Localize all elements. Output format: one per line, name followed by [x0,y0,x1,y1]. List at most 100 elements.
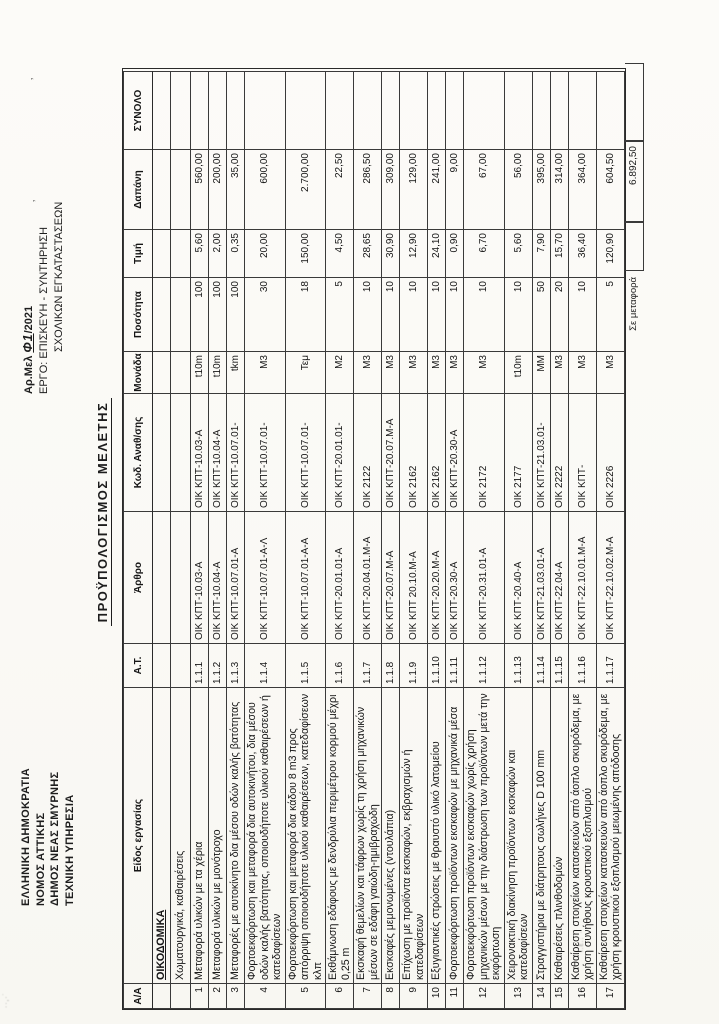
cell-posotita: 10 [427,277,446,352]
cell-timi: 5,60 [190,229,209,278]
cell-synolo [399,71,428,150]
cell-desc: Καθαίρεση στοιχείων κατασκευών από άοπλο… [596,687,624,984]
table-row: 7 Εκσκαφή θεμελίων και τάφρων χωρίς τη χ… [353,71,382,1009]
study-number-label: Αρ.Μελ [23,352,35,394]
section-title: ΟΙΚΟΔΟΜΙΚΑ [152,687,171,984]
cell-synolo [353,71,382,150]
cell-desc: Φορτοεκφόρτωση προϊόντων εκσκαφών χωρίς … [463,687,504,984]
cell-dapani: 22,50 [325,149,354,230]
cell-dapani: 364,00 [568,149,596,230]
header-aa: Α/Α [123,983,153,1009]
cell-timi [152,229,171,278]
cell-monada [152,351,171,394]
carry-forward-row: Σε μεταφορά 6.892,50 [625,63,644,1010]
cell-kod: ΟΙΚ ΚΠΤ-10.07.01- [244,393,285,512]
cell-timi: 7,90 [532,229,550,278]
table-row: 14 Στραγγιστήρια με διάτρητους σωλήνες D… [532,71,550,1009]
cell-synolo [170,71,191,150]
cell-synolo [463,71,504,150]
cell-monada: Μ3 [353,351,382,394]
subsection-title: Χωματουργικά, καθαιρέσεις [170,687,191,984]
carry-timi-box [625,222,644,271]
cell-desc: Φορτοεκφόρτωση και μεταφορά δια αυτοκινή… [244,687,285,984]
cell-arthro: ΟΙΚ ΚΠΤ-20.31.01-Α [463,511,504,644]
cell-aa: 12 [463,983,504,1009]
cell-posotita: 100 [226,277,245,352]
cell-timi: 2,00 [208,229,227,278]
cell-kod: ΟΙΚ ΚΠΤ-20.07.Μ-Α [381,393,400,512]
cell-dapani: 560,00 [190,149,209,230]
cell-posotita: 100 [208,277,227,352]
cell-timi: 12,90 [399,229,428,278]
cell-aa [152,983,171,1009]
cell-kod: ΟΙΚ 2222 [550,393,568,512]
cell-desc: Μεταφορά υλικών με τα χέρια [190,687,209,984]
cell-desc: Φορτοεκφόρτωση και μεταφορά δια κάδου 8 … [285,687,326,984]
cell-dapani: 200,00 [208,149,227,230]
cell-at: 1.1.4 [244,643,285,688]
cell-arthro: ΟΙΚ ΚΠΤ-20.40-Α [504,511,532,644]
cell-at: 1.1.14 [532,643,550,688]
cell-desc: Καθαιρέσεις πλινθοδομών [550,687,568,984]
cell-at: 1.1.5 [285,643,326,688]
cell-kod: ΟΙΚ 2226 [596,393,624,512]
cell-desc: Μεταφορές με αυτοκίνητο δια μέσου οδών κ… [226,687,245,984]
cell-kod: ΟΙΚ 2122 [353,393,382,512]
cell-aa: 2 [208,983,227,1009]
header-monada: Μονάδα [123,351,153,394]
cell-aa: 6 [325,983,354,1009]
cell-synolo [226,71,245,150]
table-row: 3 Μεταφορές με αυτοκίνητο δια μέσου οδών… [226,71,245,1009]
table-row: 16 Καθαίρεση στοιχείων κατασκευών από άο… [568,71,596,1009]
table-header-row: Α/Α Είδος εργασίας Α.Τ. Άρθρο Κωδ. Αναθ/… [123,71,153,1009]
carry-forward-total: 6.892,50 [625,141,644,222]
cell-synolo [190,71,209,150]
cell-kod: ΟΙΚ 2177 [504,393,532,512]
table-row: 9 Επίχωση με προϊόντα εκσκαφών, εκβραχισ… [399,71,428,1009]
scan-speck-2: ‚ [26,199,37,202]
letterhead-right: Αρ.Μελ Φ1/2021 ΕΡΓΟ: ΕΠΙΣΚΕΥΗ - ΣΥΝΤΗΡΗΣ… [21,202,67,394]
cell-timi: 28,65 [353,229,382,278]
cell-aa: 17 [596,983,624,1009]
cell-timi: 15,70 [550,229,568,278]
cell-desc: Επίχωση με προϊόντα εκσκαφών, εκβραχισμώ… [399,687,428,984]
cell-posotita: 50 [532,277,550,352]
cell-arthro: ΟΙΚ ΚΠΤ-21.03.01-Α [532,511,550,644]
letterhead-left: ΕΛΛΗΝΙΚΗ ΔΗΜΟΚΡΑΤΙΑ ΝΟΜΟΣ ΑΤΤΙΚΗΣ ΔΗΜΟΣ … [19,768,77,906]
subsection-row: Χωματουργικά, καθαιρέσεις [170,71,191,1009]
table-row: 10 Εξυγιαντικές στρώσεις με θραυστό υλικ… [427,71,446,1009]
cell-aa: 15 [550,983,568,1009]
edge-smudge: ι.ε.: · [578,930,585,952]
project-line-2: ΣΧΟΛΙΚΩΝ ΕΓΚΑΤΑΣΤΑΣΕΩΝ [53,201,65,352]
cell-kod: ΟΙΚ 2172 [463,393,504,512]
cell-synolo [285,71,326,150]
cell-timi: 6,70 [463,229,504,278]
table-row: 13 Χειρονακτική διακίνηση προϊόντων εκσκ… [504,71,532,1009]
cell-at: 1.1.17 [596,643,624,688]
cell-arthro: ΟΙΚ ΚΠΤ-10.07.01-Α-Α [285,511,326,644]
cell-arthro: ΟΙΚ ΚΠΤ-10.03-Α [190,511,209,644]
cell-synolo [532,71,550,150]
cell-monada: Μ3 [381,351,400,394]
header-arthro: Άρθρο [123,511,153,644]
cell-monada: t10m [504,351,532,394]
cell-posotita: 10 [463,277,504,352]
cell-posotita: 10 [381,277,400,352]
cell-timi: 24,10 [427,229,446,278]
cell-posotita: 10 [504,277,532,352]
cell-timi: 36,40 [568,229,596,278]
cell-at [170,643,191,688]
cell-dapani: 2.700,00 [285,149,326,230]
cell-desc: Στραγγιστήρια με διάτρητους σωλήνες D 10… [532,687,550,984]
cell-timi: 5,60 [504,229,532,278]
table-row: 2 Μεταφορά υλικών με μονότροχο 1.1.2 ΟΙΚ… [208,71,227,1009]
cell-aa: 14 [532,983,550,1009]
cell-at: 1.1.9 [399,643,428,688]
cell-arthro: ΟΙΚ ΚΠΤ-22.04-Α [550,511,568,644]
header-posotita: Ποσότητα [123,277,153,352]
cell-aa: 7 [353,983,382,1009]
cell-aa: 11 [445,983,464,1009]
cell-monada: ΜΜ [532,351,550,394]
